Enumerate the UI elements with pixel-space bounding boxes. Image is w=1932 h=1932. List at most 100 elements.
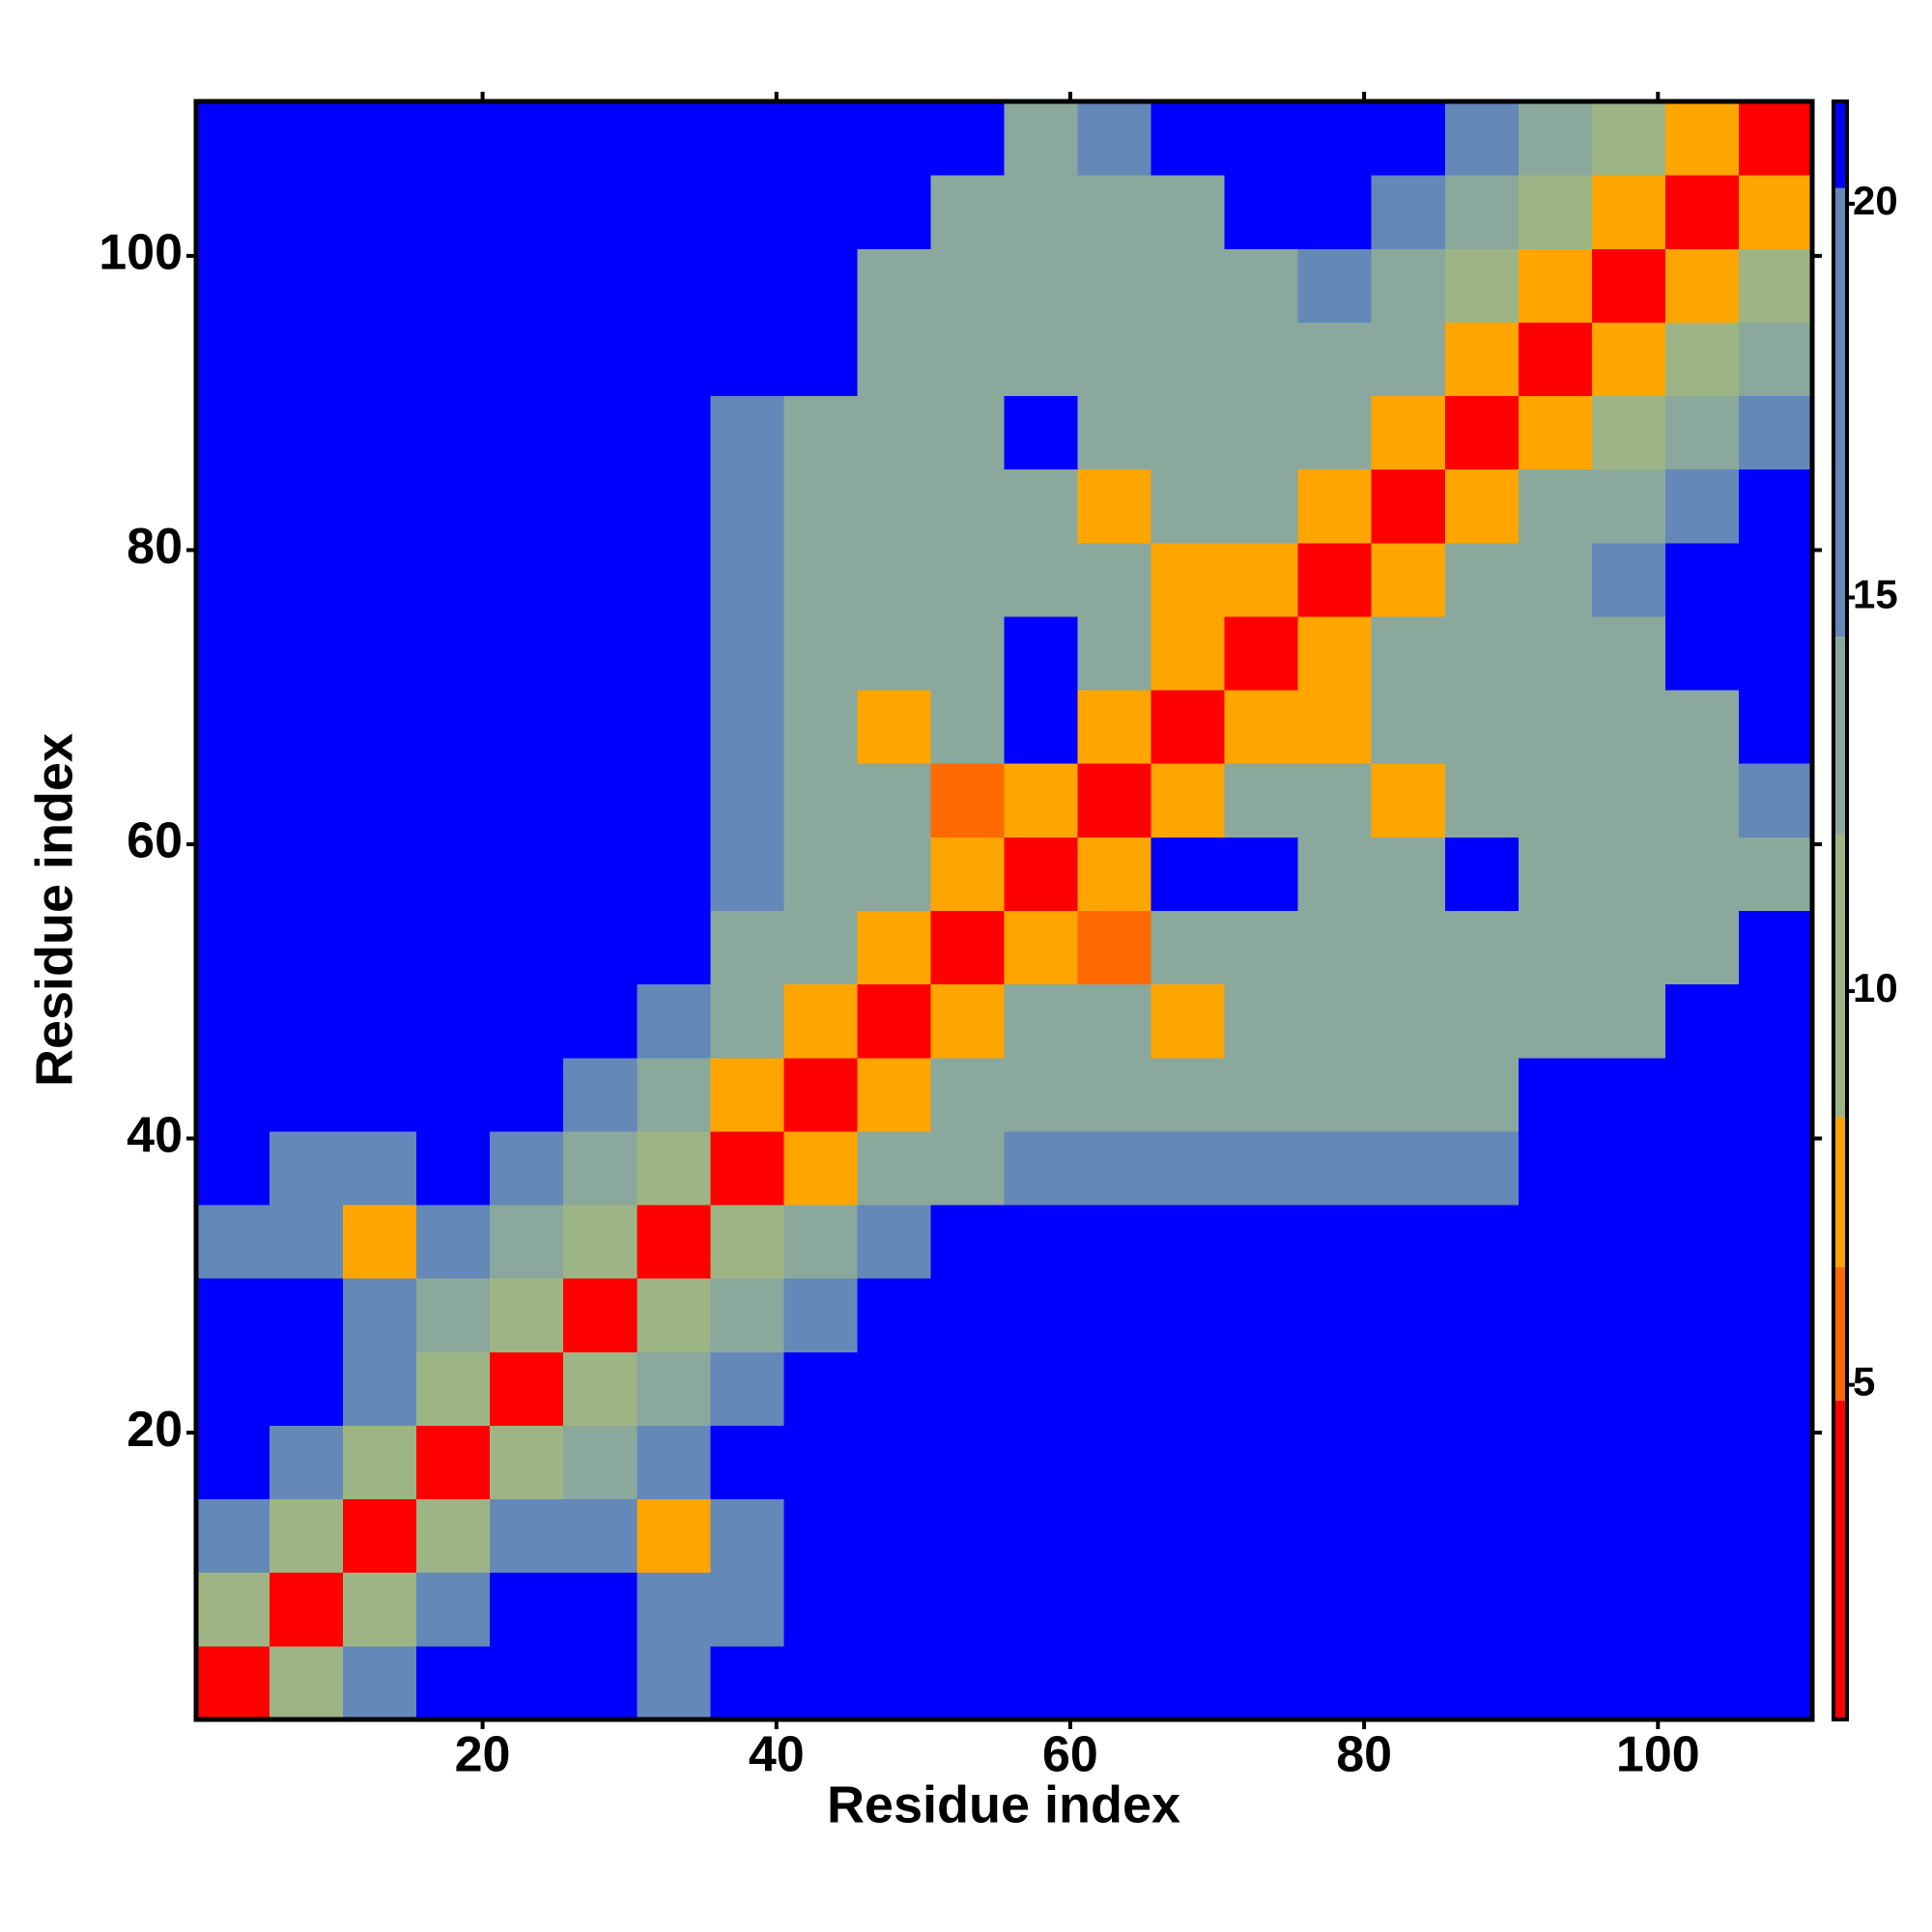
heatmap-cell [930, 1130, 1005, 1206]
heatmap-cell [416, 1645, 491, 1720]
heatmap-cell [270, 910, 344, 985]
heatmap-cell [1738, 542, 1813, 617]
heatmap-cell [343, 1130, 417, 1206]
heatmap-cell [1077, 175, 1152, 249]
heatmap-cell [1297, 910, 1373, 985]
heatmap-cell [710, 1057, 784, 1132]
heatmap-cell [1518, 1057, 1593, 1132]
heatmap-cell [270, 101, 344, 176]
heatmap-cell [1297, 1351, 1373, 1426]
heatmap-cell [1224, 1057, 1299, 1132]
heatmap-cell [270, 1425, 344, 1500]
heatmap-cell [783, 1278, 858, 1352]
heatmap-cell [270, 690, 344, 764]
heatmap-cell [343, 469, 417, 544]
heatmap-cell [1371, 1205, 1446, 1279]
heatmap-cell [1004, 542, 1079, 617]
heatmap-cell [196, 248, 270, 323]
heatmap-cell [1444, 690, 1520, 764]
heatmap-cell [1077, 1498, 1152, 1574]
heatmap-cell [196, 1205, 270, 1279]
heatmap-cell [1444, 469, 1520, 544]
heatmap-cell [857, 1645, 931, 1720]
heatmap-cell [783, 248, 858, 323]
heatmap-cell [1224, 615, 1299, 691]
heatmap-cell [1224, 1572, 1299, 1647]
heatmap-cell [857, 910, 931, 985]
heatmap-cell [710, 910, 784, 985]
heatmap-cell [490, 248, 564, 323]
heatmap-cell [1444, 175, 1520, 249]
heatmap-cell [1444, 1425, 1520, 1500]
heatmap-cell [930, 322, 1005, 397]
heatmap-cell [1444, 101, 1520, 176]
heatmap-cell [637, 248, 711, 323]
heatmap-cell [1591, 542, 1666, 617]
heatmap-cell [1004, 469, 1079, 544]
heatmap-cell [563, 690, 638, 764]
heatmap-cell [1151, 1645, 1226, 1720]
heatmap-cell [1151, 837, 1226, 911]
heatmap-cell [1738, 469, 1813, 544]
heatmap-cell [1371, 248, 1446, 323]
heatmap-cell [563, 542, 638, 617]
x-tick-label: 20 [455, 1727, 511, 1783]
y-tick-label: 100 [99, 225, 183, 281]
heatmap-cell [343, 101, 417, 176]
heatmap-cell [710, 175, 784, 249]
heatmap-cell [1738, 1057, 1813, 1132]
heatmap-cell [1297, 1205, 1373, 1279]
heatmap-cell [1151, 1057, 1226, 1132]
heatmap-cell [1591, 1278, 1666, 1352]
heatmap-cell [1738, 1572, 1813, 1647]
heatmap-cell [1224, 395, 1299, 470]
heatmap-cell [343, 1645, 417, 1720]
heatmap-cell [270, 1572, 344, 1647]
heatmap-cell [343, 1498, 417, 1574]
heatmap-cell [1738, 983, 1813, 1059]
heatmap-cell [490, 1645, 564, 1720]
colorbar-band [1833, 1266, 1847, 1401]
heatmap-cell [930, 690, 1005, 764]
heatmap-cell [563, 837, 638, 911]
heatmap-cell [1004, 983, 1079, 1059]
heatmap-cell [416, 1425, 491, 1500]
heatmap-cell [490, 690, 564, 764]
heatmap-cell [857, 1130, 931, 1206]
heatmap-cell [1664, 469, 1740, 544]
heatmap-cell [270, 1130, 344, 1206]
heatmap-cell [1591, 248, 1666, 323]
heatmap-cell [930, 1572, 1005, 1647]
heatmap-cell [930, 1425, 1005, 1500]
heatmap-cell [1738, 101, 1813, 176]
heatmap-cell [1664, 690, 1740, 764]
heatmap-cell [343, 248, 417, 323]
heatmap-cell [563, 1572, 638, 1647]
heatmap-cell [1077, 1351, 1152, 1426]
heatmap-cell [563, 1205, 638, 1279]
heatmap-cell [1224, 1645, 1299, 1720]
heatmap-cell [1151, 615, 1226, 691]
heatmap-cell [930, 542, 1005, 617]
heatmap-cell [930, 983, 1005, 1059]
heatmap-cell [1518, 1278, 1593, 1352]
heatmap-cell [563, 1425, 638, 1500]
heatmap-cell [1224, 1278, 1299, 1352]
heatmap-cell [1224, 1498, 1299, 1574]
heatmap-cell [1738, 1130, 1813, 1206]
heatmap-cell [1371, 395, 1446, 470]
heatmap-cell [1444, 1498, 1520, 1574]
plot-frame [193, 99, 1815, 1722]
heatmap-cell [1371, 1278, 1446, 1352]
heatmap-cell [1297, 322, 1373, 397]
heatmap-cell [1664, 175, 1740, 249]
heatmap-cell [710, 837, 784, 911]
heatmap-cells [196, 101, 1813, 1720]
heatmap-cell [930, 469, 1005, 544]
heatmap-cell [416, 248, 491, 323]
heatmap-cell [857, 1498, 931, 1574]
heatmap-cell [490, 395, 564, 470]
heatmap-cell [1444, 1572, 1520, 1647]
heatmap-cell [1297, 248, 1373, 323]
heatmap-cell [416, 1057, 491, 1132]
